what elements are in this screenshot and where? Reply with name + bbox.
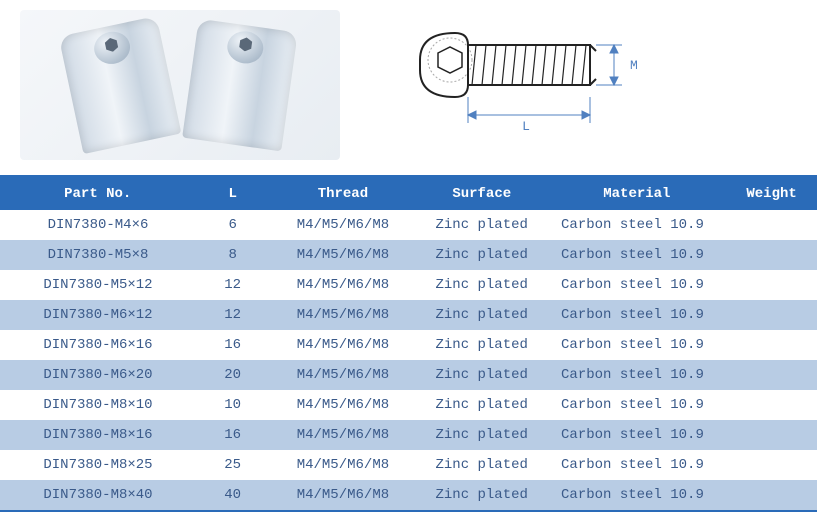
dimension-label-L: L — [522, 119, 530, 134]
cell-weight — [727, 480, 817, 510]
cell-surface: Zinc plated — [416, 480, 547, 510]
cell-part: DIN7380-M6×12 — [0, 300, 196, 330]
cell-part: DIN7380-M8×16 — [0, 420, 196, 450]
col-header-material: Material — [547, 178, 727, 210]
cell-material: Carbon steel 10.9 — [547, 420, 727, 450]
table-row: DIN7380-M8×1616M4/M5/M6/M8Zinc platedCar… — [0, 420, 817, 450]
cell-weight — [727, 360, 817, 390]
cell-part: DIN7380-M4×6 — [0, 210, 196, 240]
cell-thread: M4/M5/M6/M8 — [269, 210, 416, 240]
cell-part: DIN7380-M5×8 — [0, 240, 196, 270]
cell-surface: Zinc plated — [416, 300, 547, 330]
cell-surface: Zinc plated — [416, 330, 547, 360]
cell-material: Carbon steel 10.9 — [547, 330, 727, 360]
table-row: DIN7380-M5×88M4/M5/M6/M8Zinc platedCarbo… — [0, 240, 817, 270]
cell-thread: M4/M5/M6/M8 — [269, 300, 416, 330]
table-row: DIN7380-M5×1212M4/M5/M6/M8Zinc platedCar… — [0, 270, 817, 300]
cell-surface: Zinc plated — [416, 390, 547, 420]
cell-surface: Zinc plated — [416, 360, 547, 390]
table-row: DIN7380-M6×1616M4/M5/M6/M8Zinc platedCar… — [0, 330, 817, 360]
cell-weight — [727, 210, 817, 240]
cell-weight — [727, 270, 817, 300]
cell-thread: M4/M5/M6/M8 — [269, 330, 416, 360]
cell-weight — [727, 450, 817, 480]
cell-L: 25 — [196, 450, 269, 480]
spec-table: Part No. L Thread Surface Material Weigh… — [0, 178, 817, 510]
cell-thread: M4/M5/M6/M8 — [269, 360, 416, 390]
cell-L: 20 — [196, 360, 269, 390]
cell-surface: Zinc plated — [416, 420, 547, 450]
cell-surface: Zinc plated — [416, 450, 547, 480]
product-photo — [20, 10, 340, 160]
cell-material: Carbon steel 10.9 — [547, 450, 727, 480]
cell-thread: M4/M5/M6/M8 — [269, 240, 416, 270]
top-illustration-area: L M — [0, 0, 817, 175]
cell-thread: M4/M5/M6/M8 — [269, 270, 416, 300]
cell-part: DIN7380-M6×20 — [0, 360, 196, 390]
col-header-weight: Weight — [727, 178, 817, 210]
cell-surface: Zinc plated — [416, 270, 547, 300]
cell-part: DIN7380-M6×16 — [0, 330, 196, 360]
cell-part: DIN7380-M5×12 — [0, 270, 196, 300]
dimension-label-M: M — [630, 58, 638, 73]
table-row: DIN7380-M8×4040M4/M5/M6/M8Zinc platedCar… — [0, 480, 817, 510]
cell-material: Carbon steel 10.9 — [547, 240, 727, 270]
cell-material: Carbon steel 10.9 — [547, 210, 727, 240]
cell-thread: M4/M5/M6/M8 — [269, 450, 416, 480]
cell-material: Carbon steel 10.9 — [547, 480, 727, 510]
cell-surface: Zinc plated — [416, 240, 547, 270]
cell-weight — [727, 300, 817, 330]
table-row: DIN7380-M8×2525M4/M5/M6/M8Zinc platedCar… — [0, 450, 817, 480]
cell-thread: M4/M5/M6/M8 — [269, 390, 416, 420]
col-header-thread: Thread — [269, 178, 416, 210]
cell-L: 40 — [196, 480, 269, 510]
table-row: DIN7380-M4×66M4/M5/M6/M8Zinc platedCarbo… — [0, 210, 817, 240]
cell-weight — [727, 330, 817, 360]
col-header-part: Part No. — [0, 178, 196, 210]
cell-surface: Zinc plated — [416, 210, 547, 240]
cell-L: 8 — [196, 240, 269, 270]
col-header-L: L — [196, 178, 269, 210]
cell-material: Carbon steel 10.9 — [547, 300, 727, 330]
spec-table-container: Part No. L Thread Surface Material Weigh… — [0, 175, 817, 512]
cell-L: 16 — [196, 420, 269, 450]
cell-material: Carbon steel 10.9 — [547, 390, 727, 420]
cell-L: 16 — [196, 330, 269, 360]
table-row: DIN7380-M6×2020M4/M5/M6/M8Zinc platedCar… — [0, 360, 817, 390]
cell-part: DIN7380-M8×25 — [0, 450, 196, 480]
table-header-row: Part No. L Thread Surface Material Weigh… — [0, 178, 817, 210]
screw-render-2 — [182, 19, 298, 152]
cell-weight — [727, 420, 817, 450]
table-row: DIN7380-M6×1212M4/M5/M6/M8Zinc platedCar… — [0, 300, 817, 330]
cell-L: 12 — [196, 300, 269, 330]
cell-L: 10 — [196, 390, 269, 420]
cell-L: 12 — [196, 270, 269, 300]
cell-part: DIN7380-M8×10 — [0, 390, 196, 420]
cell-thread: M4/M5/M6/M8 — [269, 420, 416, 450]
cell-material: Carbon steel 10.9 — [547, 270, 727, 300]
cell-L: 6 — [196, 210, 269, 240]
screw-render-1 — [59, 16, 182, 154]
cell-material: Carbon steel 10.9 — [547, 360, 727, 390]
technical-diagram: L M — [400, 15, 660, 155]
cell-thread: M4/M5/M6/M8 — [269, 480, 416, 510]
table-row: DIN7380-M8×1010M4/M5/M6/M8Zinc platedCar… — [0, 390, 817, 420]
cell-weight — [727, 390, 817, 420]
cell-part: DIN7380-M8×40 — [0, 480, 196, 510]
col-header-surface: Surface — [416, 178, 547, 210]
cell-weight — [727, 240, 817, 270]
